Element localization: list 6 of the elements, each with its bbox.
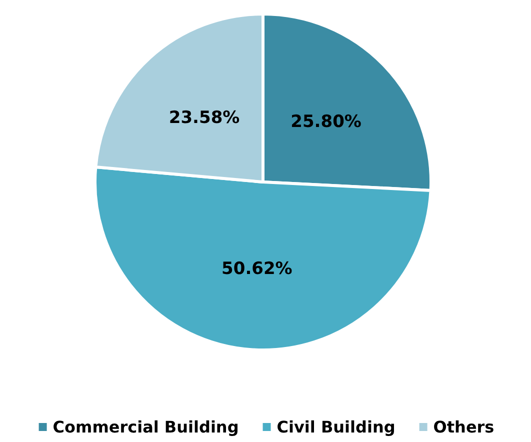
legend-label: Others	[433, 418, 494, 436]
data-label: 25.80%	[290, 112, 362, 132]
legend-label: Commercial Building	[52, 418, 239, 436]
data-label: 50.62%	[222, 258, 292, 279]
legend-label: Civil Building	[276, 418, 396, 436]
data-label: 23.58%	[168, 108, 240, 128]
